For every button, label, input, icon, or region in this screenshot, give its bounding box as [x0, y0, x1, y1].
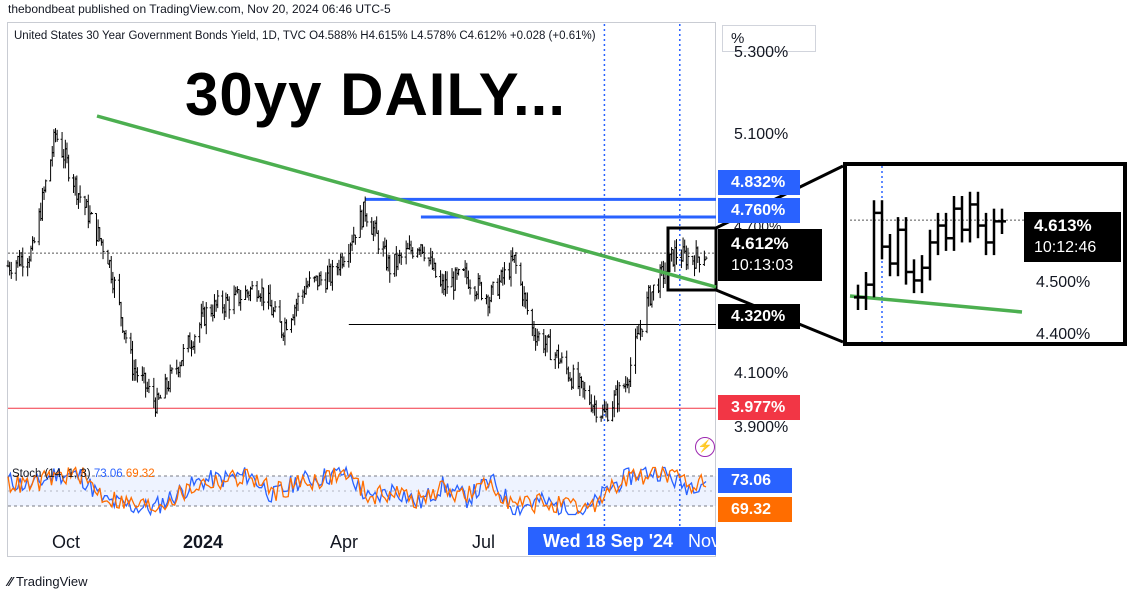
- x-axis-tick: Oct: [52, 532, 81, 552]
- price-tag-4760: 4.760%: [718, 198, 800, 223]
- inset-countdown: 10:12:46: [1034, 239, 1097, 256]
- stoch-d-legend: 69.32: [125, 468, 155, 480]
- inset-last-price-tag: 4.613% 10:12:46: [1024, 212, 1121, 262]
- last-price: 4.612%: [731, 234, 789, 253]
- x-axis-tick: 2024: [183, 532, 224, 552]
- y-axis-tick: 5.300%: [734, 44, 789, 61]
- y-axis-tick: 3.900%: [734, 419, 789, 436]
- alert-bolt-icon[interactable]: ⚡: [695, 437, 715, 457]
- bar-countdown: 10:13:03: [731, 257, 794, 274]
- publisher-line: thebondbeat published on TradingView.com…: [8, 2, 391, 16]
- last-price-tag: 4.612% 10:13:03: [718, 229, 822, 281]
- tradingview-logo-icon: ⁄⁄: [8, 574, 16, 589]
- inset-y-tick: 4.500%: [1036, 274, 1091, 291]
- scale-percent-button[interactable]: %: [722, 25, 816, 52]
- inset-y-tick: 4.400%: [1036, 326, 1091, 343]
- zoom-box: [666, 226, 718, 292]
- inset-zoom-frame: [843, 162, 1127, 346]
- brand-text: TradingView: [15, 574, 88, 589]
- price-tag-3977: 3.977%: [718, 395, 800, 420]
- tradingview-logo[interactable]: ⁄⁄ TradingView: [8, 574, 88, 589]
- x-axis-tick: Apr: [330, 532, 359, 552]
- y-axis-tick: 5.100%: [734, 126, 789, 143]
- stoch-legend: Stoch (14, 1, 3) 73.06 69.32: [12, 468, 155, 480]
- x-axis-tick: Jul: [472, 532, 496, 552]
- stoch-d-tag: 69.32: [718, 497, 792, 522]
- stoch-k-tag: 73.06: [718, 468, 792, 493]
- price-tag-4832: 4.832%: [718, 170, 800, 195]
- chart-annotation-title: 30yy DAILY...: [185, 61, 566, 128]
- symbol-legend: United States 30 Year Government Bonds Y…: [14, 30, 596, 42]
- inset-last-price: 4.613%: [1034, 216, 1092, 235]
- crosshair-date-tag: Wed 18 Sep '24: [528, 527, 688, 555]
- x-axis-tick: Nov: [688, 527, 716, 555]
- stoch-d-line: [7, 465, 707, 515]
- price-tag-4320: 4.320%: [718, 304, 800, 329]
- inset-downtrend-line: [849, 294, 1023, 314]
- stoch-k-legend: 73.06: [93, 468, 123, 480]
- y-axis-tick: 4.100%: [734, 365, 789, 382]
- stoch-title: Stoch (14, 1, 3): [12, 468, 91, 480]
- downtrend-line: [96, 114, 717, 289]
